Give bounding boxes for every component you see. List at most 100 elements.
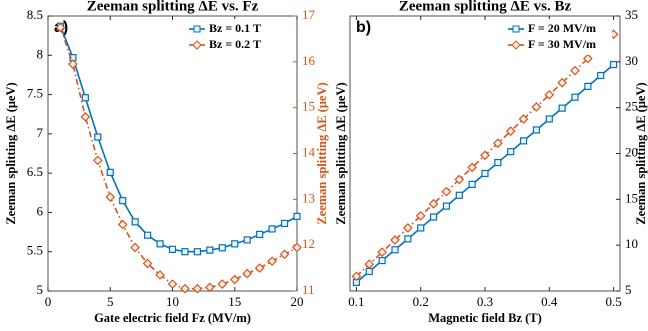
marker [168, 245, 177, 253]
marker [130, 242, 140, 253]
marker [181, 248, 189, 256]
marker [106, 168, 114, 176]
marker [493, 138, 503, 149]
y2-tick-label: 14 [302, 144, 316, 159]
marker [378, 256, 386, 265]
marker [558, 104, 566, 112]
marker [193, 248, 201, 256]
y-tick-label: 6 [37, 203, 44, 218]
panel-label: b) [356, 19, 371, 36]
marker [351, 271, 362, 282]
marker [584, 82, 592, 91]
marker [142, 258, 153, 269]
x-tick-label: 20 [291, 294, 304, 309]
marker [231, 240, 239, 248]
y2-tick-label: 16 [302, 53, 316, 68]
y-tick-label: 5.5 [27, 243, 43, 258]
x-tick-label: 0 [45, 294, 52, 309]
marker [518, 114, 529, 124]
marker [218, 244, 226, 252]
marker [544, 89, 555, 100]
y-tick-label: 25 [625, 99, 638, 114]
x-tick-label: 0.2 [413, 294, 429, 309]
marker [428, 198, 439, 209]
y-tick-label: 7 [37, 125, 44, 140]
marker [415, 210, 426, 221]
marker [81, 94, 89, 102]
marker [481, 169, 489, 178]
marker [217, 279, 228, 289]
x-tick-label: 0.4 [541, 294, 558, 309]
marker [417, 224, 425, 232]
marker [205, 282, 215, 293]
y-tick-label: 30 [625, 53, 638, 68]
subplot: Zeeman splitting ΔE vs. Bz b) 0.1 0.2 0.3 0.4… [334, 0, 648, 325]
marker [597, 71, 605, 80]
marker [80, 111, 91, 122]
y-axis-label: Zeeman splitting ΔE (μeV) [334, 82, 348, 224]
legend-box [504, 19, 612, 55]
marker [292, 242, 302, 253]
marker [507, 148, 515, 156]
legend-marker [192, 40, 202, 50]
chart-title: Zeeman splitting ΔE vs. Bz [399, 0, 572, 14]
y2-tick-label: 13 [302, 190, 315, 205]
marker [454, 174, 465, 185]
y-tick-label: 8 [37, 46, 44, 61]
y2-tick-label: 17 [302, 7, 316, 22]
marker [467, 162, 477, 173]
y2-axis-label: Zeeman splitting ΔE (μeV) [634, 82, 648, 224]
marker [119, 197, 127, 205]
marker [583, 53, 593, 64]
legend-marker [512, 25, 520, 33]
y2-tick-label: 12 [302, 236, 315, 251]
marker [532, 126, 541, 134]
marker [229, 274, 240, 285]
marker [280, 219, 289, 228]
marker [55, 22, 66, 33]
y-tick-label: 20 [625, 144, 638, 159]
y-tick-label: 6.5 [27, 164, 43, 179]
marker [442, 202, 451, 210]
marker [494, 158, 502, 167]
marker [519, 137, 528, 145]
marker [254, 263, 265, 273]
marker [68, 59, 78, 69]
marker [570, 65, 580, 76]
marker [293, 212, 301, 220]
y2-axis-label: Zeeman splitting ΔE (μeV) [315, 82, 329, 224]
marker [480, 150, 490, 161]
legend-label: Bz = 0.2 T [209, 37, 261, 51]
marker [268, 225, 276, 233]
marker [105, 192, 116, 202]
y2-tick-label: 15 [302, 99, 315, 114]
marker [545, 115, 553, 123]
marker [267, 256, 277, 267]
legend-box [185, 19, 293, 55]
marker [377, 247, 387, 257]
marker [180, 283, 190, 294]
marker [390, 235, 400, 245]
x-axis-label: Magnetic field Bz (T) [428, 311, 542, 325]
x-tick-label: 5 [107, 294, 114, 309]
marker [192, 283, 203, 294]
y-axis-label: Zeeman splitting ΔE (μeV) [4, 82, 18, 224]
marker [256, 230, 264, 239]
marker [242, 268, 253, 279]
marker [429, 213, 438, 221]
marker [441, 186, 452, 197]
marker [391, 246, 399, 254]
series-line [59, 27, 298, 290]
y-tick-label: 5 [625, 282, 632, 297]
marker [206, 246, 214, 254]
marker [167, 279, 178, 289]
marker [117, 219, 128, 230]
marker [364, 259, 375, 270]
legend-marker [511, 40, 521, 50]
marker [279, 249, 290, 260]
marker [557, 77, 567, 88]
marker [404, 235, 412, 243]
y-tick-label: 15 [625, 190, 638, 205]
legend-label: F = 20 MV/m [528, 21, 596, 35]
